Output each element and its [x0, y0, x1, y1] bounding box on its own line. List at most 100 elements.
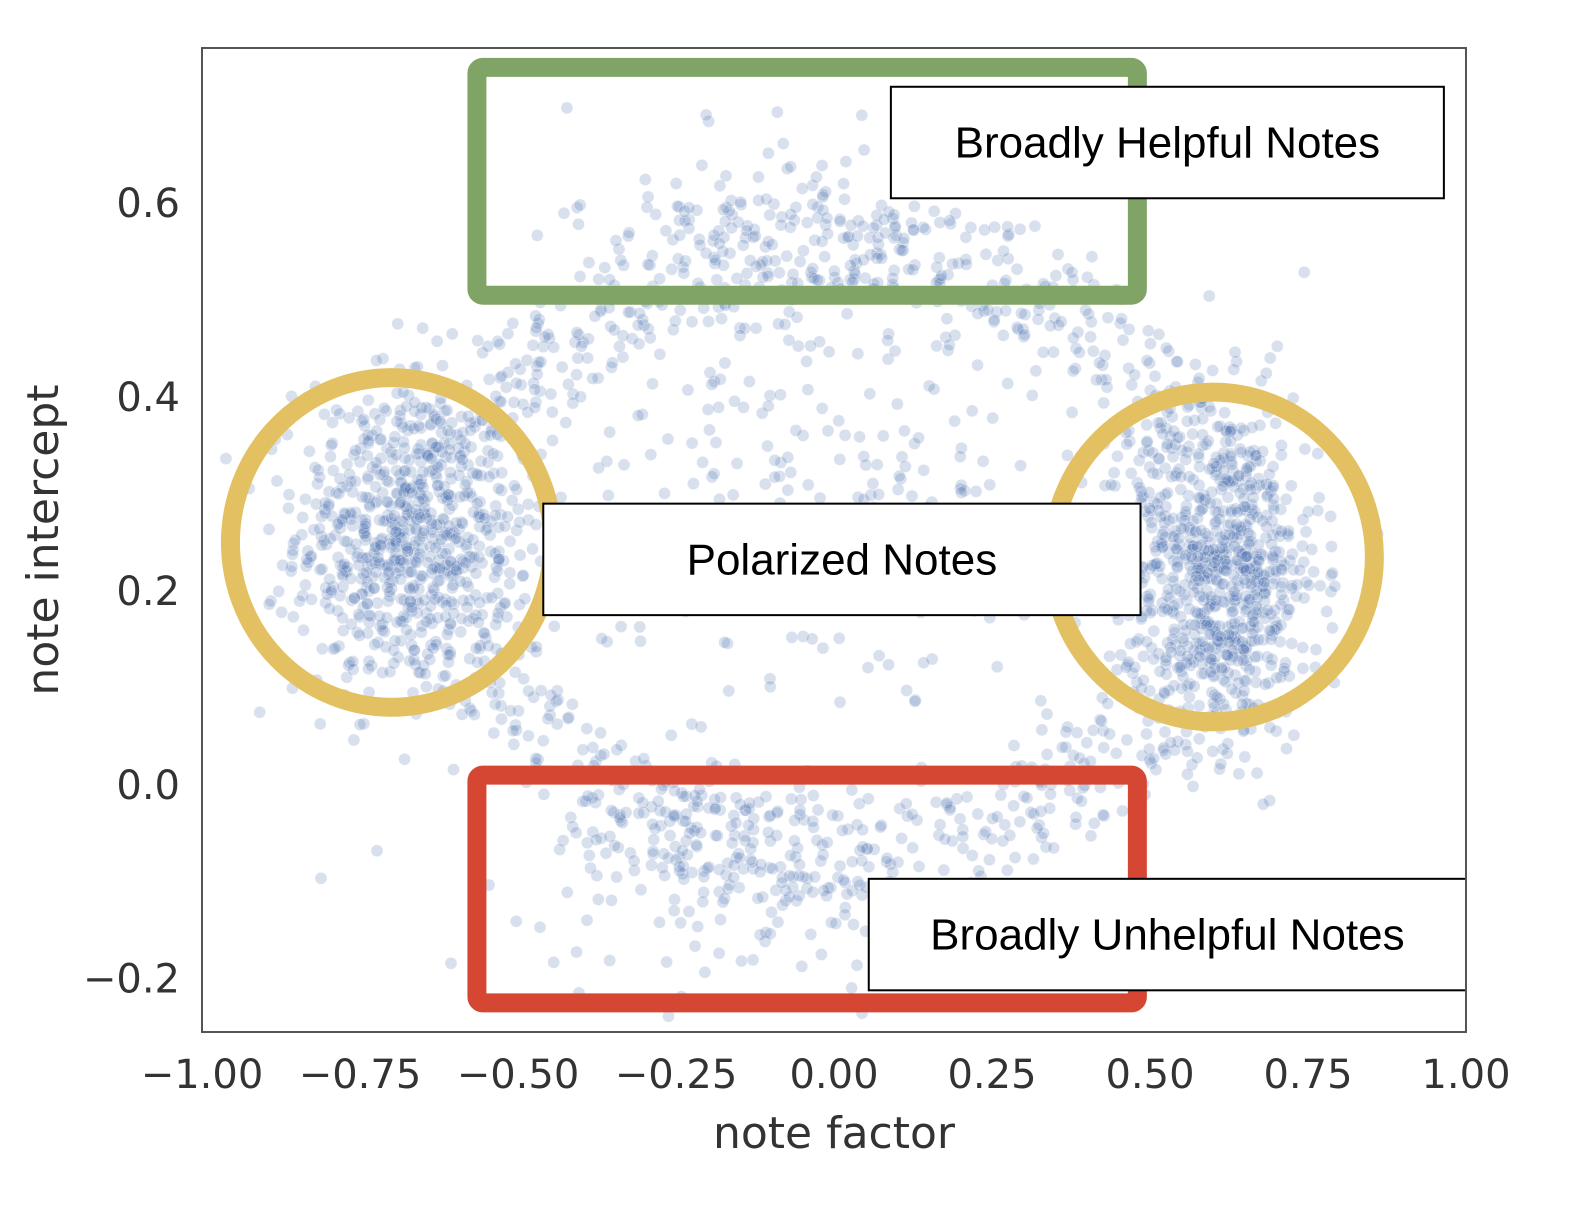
data-point [491, 449, 504, 463]
data-point [688, 939, 702, 953]
data-point [733, 798, 747, 811]
data-point [1204, 404, 1218, 418]
data-point [1226, 464, 1240, 478]
data-point [1171, 597, 1185, 611]
data-point [338, 564, 352, 578]
data-point [584, 861, 597, 875]
data-point [332, 487, 346, 501]
data-point [1313, 579, 1327, 593]
data-point [491, 606, 505, 620]
data-point [324, 583, 338, 597]
data-point [359, 513, 372, 526]
data-point [449, 531, 463, 545]
data-point [833, 452, 847, 466]
data-point [1217, 661, 1231, 674]
data-point [1230, 517, 1243, 531]
data-point [356, 600, 370, 614]
data-point [861, 792, 875, 806]
data-point [895, 244, 909, 257]
data-point [627, 854, 641, 868]
data-point [476, 346, 490, 360]
data-point [1170, 638, 1183, 652]
data-point [415, 401, 429, 415]
data-point [479, 523, 493, 537]
data-point [399, 623, 413, 637]
data-point [1158, 725, 1172, 739]
data-point [687, 477, 700, 491]
data-point [1180, 649, 1194, 663]
data-point [1236, 689, 1249, 703]
data-point [1202, 615, 1215, 629]
data-point [572, 217, 585, 231]
data-point [795, 182, 809, 195]
data-point [409, 522, 422, 536]
data-point [845, 783, 859, 797]
data-point [405, 638, 419, 652]
data-point [445, 528, 459, 541]
data-point [815, 234, 829, 248]
data-point [369, 540, 383, 554]
data-point [1149, 544, 1163, 558]
data-point [1193, 504, 1207, 518]
data-point [1189, 636, 1203, 650]
data-point [1167, 606, 1181, 620]
data-point [384, 445, 398, 459]
data-point [461, 458, 475, 472]
data-point [633, 620, 647, 634]
data-point [1240, 464, 1254, 478]
data-point [1228, 630, 1242, 644]
data-point [389, 546, 403, 559]
data-point [1249, 448, 1263, 462]
data-point [1211, 629, 1225, 642]
data-point [955, 486, 968, 500]
data-point [1213, 473, 1227, 487]
data-point [1084, 330, 1097, 344]
data-point [1137, 674, 1150, 687]
data-point [742, 818, 755, 832]
data-point [300, 553, 314, 567]
data-point [467, 505, 480, 519]
data-point [425, 617, 439, 630]
data-point [388, 430, 402, 444]
data-point [774, 388, 787, 402]
data-point [1208, 547, 1222, 561]
data-point [1185, 758, 1199, 772]
data-point [1223, 425, 1237, 439]
data-point [382, 565, 396, 579]
data-point [403, 654, 417, 668]
data-point [1001, 229, 1015, 243]
data-point [452, 535, 466, 549]
data-point [580, 913, 594, 927]
data-point [545, 405, 559, 419]
data-point [1218, 528, 1232, 542]
data-point [981, 303, 995, 317]
data-point [613, 339, 626, 353]
data-point [1015, 306, 1028, 320]
data-point [972, 864, 986, 878]
data-point [390, 486, 404, 500]
data-point [1240, 549, 1254, 563]
data-point [405, 601, 419, 614]
data-point [707, 228, 721, 242]
data-point [828, 264, 841, 278]
data-point [1201, 434, 1215, 448]
data-point [391, 317, 405, 331]
data-point [386, 516, 400, 530]
data-point [655, 782, 668, 796]
data-point [459, 576, 473, 589]
data-point [1234, 445, 1248, 459]
data-point [344, 572, 358, 585]
data-point [1047, 841, 1061, 855]
data-point [526, 542, 539, 556]
data-point [437, 566, 451, 580]
data-point [668, 893, 681, 906]
data-point [1111, 449, 1124, 463]
data-point [359, 551, 373, 565]
data-point [816, 203, 830, 217]
data-point [547, 956, 561, 969]
data-point [1266, 553, 1280, 567]
data-point [319, 581, 333, 595]
data-point [614, 253, 628, 267]
data-point [855, 108, 869, 122]
data-point [1239, 518, 1253, 531]
